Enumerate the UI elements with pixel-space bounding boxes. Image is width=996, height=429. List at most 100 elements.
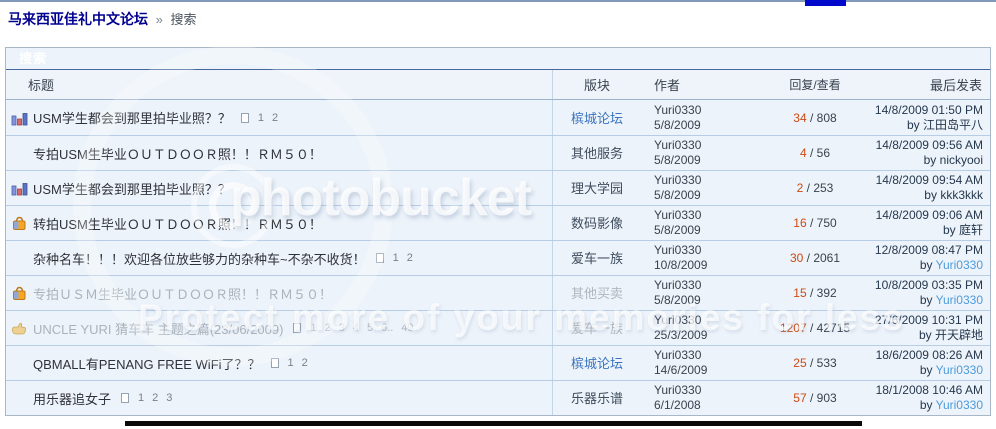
author-link[interactable]: Yuri0330	[654, 173, 702, 187]
last-post-by: by 开天辟地	[918, 328, 983, 342]
author-link[interactable]: Yuri0330	[654, 243, 702, 257]
thread-title-link[interactable]: QBMALL有PENANG FREE WiFi了？？	[33, 356, 261, 372]
thread-title-link[interactable]: USM学生都会到那里拍毕业照？？	[33, 111, 231, 126]
page-number-link[interactable]: 2	[324, 322, 331, 334]
author-link[interactable]: Yuri0330	[654, 138, 702, 152]
forum-cell: 其他服务	[553, 143, 641, 163]
replies-views-cell: 4 / 56	[757, 146, 873, 160]
thread-title-cell: USM学生都会到那里拍毕业照？？	[6, 171, 553, 205]
page-number-link[interactable]: 4	[352, 322, 359, 334]
page-number-link[interactable]: 3	[338, 322, 345, 334]
last-post-by: by Yuri0330	[919, 258, 983, 272]
last-post-cell: 18/6/2009 08:26 AM by Yuri0330	[873, 348, 990, 378]
last-poster-link[interactable]: nickyooi	[939, 153, 983, 167]
page-number-link[interactable]: 1	[310, 322, 317, 334]
author-link[interactable]: Yuri0330	[654, 208, 702, 222]
page-number-link[interactable]: 2	[272, 111, 279, 124]
page-number-link[interactable]: 1	[138, 392, 145, 404]
page-number-link[interactable]: 3	[166, 392, 173, 404]
forum-link[interactable]: 数码影像	[570, 216, 623, 231]
view-count: 253	[813, 181, 834, 195]
view-count: 533	[816, 356, 837, 370]
poll-icon	[11, 180, 33, 196]
page-number-link[interactable]: 6..	[381, 322, 394, 334]
thread-start-date: 25/3/2009	[654, 328, 708, 342]
page-number-link[interactable]: 2	[301, 357, 308, 369]
last-post-by: by 江田岛平八	[906, 117, 983, 132]
table-row: 专拍ＵＳＭ生毕业ＯＵＴＤＯＯＲ照！！ＲＭ５０！ 其他买卖 Yuri0330 5/…	[6, 275, 990, 310]
thread-title-cell: 专拍USM生毕业ＯＵＴＤＯＯＲ照！！ＲＭ５０！	[6, 136, 553, 170]
author-link[interactable]: Yuri0330	[654, 383, 702, 397]
last-post-cell: 14/8/2009 01:50 PM by 江田岛平八	[873, 103, 990, 133]
page-number-link[interactable]: 2	[152, 392, 159, 404]
forum-cell: 槟城论坛	[553, 353, 641, 373]
page-number-link[interactable]: 5	[366, 322, 374, 334]
last-poster-link[interactable]: 庭轩	[958, 223, 983, 237]
last-poster-link[interactable]: 江田岛平八	[922, 117, 983, 132]
last-poster-link[interactable]: Yuri0330	[935, 398, 983, 412]
page-number-link[interactable]: 1	[257, 111, 265, 124]
thread-icon	[11, 390, 33, 406]
thread-title-link[interactable]: 用乐器追女子	[33, 391, 112, 407]
view-count: 56	[816, 146, 831, 160]
author-cell: Yuri0330 25/3/2009	[641, 313, 757, 343]
forum-link[interactable]: 槟城论坛	[570, 356, 623, 371]
thread-title-link[interactable]: UNCLE YURI 猜车车 主题之篇(23/06/2009)	[33, 321, 284, 337]
scrollbar-fragment[interactable]	[805, 0, 846, 6]
forum-link[interactable]: 其他服务	[570, 146, 623, 161]
replies-views-separator: /	[806, 286, 817, 300]
reply-count: 25	[793, 356, 807, 370]
pages-icon	[293, 323, 302, 333]
forum-link[interactable]: 爱车一族	[570, 321, 623, 336]
last-poster-link[interactable]: Yuri0330	[935, 363, 983, 377]
replies-views-separator: /	[806, 356, 817, 370]
thread-start-date: 5/8/2009	[654, 293, 701, 307]
forum-cell: 数码影像	[553, 213, 641, 233]
last-post-by: by nickyooi	[923, 153, 983, 167]
page-number-link[interactable]: 1	[392, 252, 399, 264]
replies-views-cell: 34 / 808	[757, 111, 873, 125]
author-link[interactable]: Yuri0330	[654, 313, 702, 327]
forum-link[interactable]: 乐器乐谱	[570, 391, 623, 406]
author-cell: Yuri0330 5/8/2009	[641, 173, 757, 203]
page-number-link[interactable]: 1	[287, 357, 294, 369]
replies-views-separator: /	[803, 181, 814, 195]
thread-icon	[11, 145, 33, 161]
thread-title-link[interactable]: 专拍ＵＳＭ生毕业ＯＵＴＤＯＯＲ照！！ＲＭ５０！	[33, 286, 333, 302]
replies-views-cell: 25 / 533	[757, 356, 873, 370]
thread-pagination: 1 2 3 4 5 6.. 49	[293, 322, 417, 334]
search-results-panel: 搜索 标题 版块 作者 回复/查看 最后发表 USM学生都会到那里拍毕业照？？ …	[5, 47, 991, 416]
thread-title-link[interactable]: USM学生都会到那里拍毕业照？？	[33, 181, 231, 197]
thread-title-cell: 转拍USM生毕业ＯＵＴＤＯＯＲ照！！ＲＭ５０！	[6, 206, 553, 240]
forum-home-link[interactable]: 马来西亚佳礼中文论坛	[8, 11, 148, 27]
thread-title-link[interactable]: 专拍USM生毕业ＯＵＴＤＯＯＲ照！！ＲＭ５０！	[33, 146, 322, 162]
reply-count: 57	[793, 391, 807, 405]
forum-link[interactable]: 爱车一族	[570, 251, 623, 266]
forum-link[interactable]: 槟城论坛	[570, 110, 623, 126]
forum-link[interactable]: 理大学园	[570, 181, 623, 196]
author-cell: Yuri0330 5/8/2009	[641, 138, 757, 168]
pages-icon	[240, 112, 249, 123]
table-header-row: 标题 版块 作者 回复/查看 最后发表	[6, 70, 990, 100]
thread-title-cell: UNCLE YURI 猜车车 主题之篇(23/06/2009) 1 2 3 4 5 6..…	[6, 311, 553, 345]
last-poster-link[interactable]: 开天辟地	[934, 328, 983, 342]
author-cell: Yuri0330 10/8/2009	[641, 243, 757, 273]
last-poster-link[interactable]: kkk3kkk	[940, 188, 983, 202]
last-post-date: 14/8/2009 09:54 AM	[875, 173, 983, 187]
author-link[interactable]: Yuri0330	[654, 348, 702, 362]
view-count: 750	[816, 216, 837, 230]
forum-link[interactable]: 其他买卖	[570, 286, 623, 301]
page-number-link[interactable]: 2	[406, 252, 413, 264]
author-cell: Yuri0330 14/6/2009	[641, 348, 757, 378]
thread-title-link[interactable]: 转拍USM生毕业ＯＵＴＤＯＯＲ照！！ＲＭ５０！	[33, 216, 322, 232]
last-poster-link[interactable]: Yuri0330	[935, 293, 983, 307]
author-link[interactable]: Yuri0330	[654, 278, 702, 292]
thread-title-link[interactable]: 杂种名车！！！欢迎各位放些够力的杂种车~不杂不收货！	[33, 251, 366, 267]
last-poster-link[interactable]: Yuri0330	[935, 258, 983, 272]
author-link[interactable]: Yuri0330	[654, 102, 702, 117]
page-number-link[interactable]: 49	[401, 322, 414, 334]
